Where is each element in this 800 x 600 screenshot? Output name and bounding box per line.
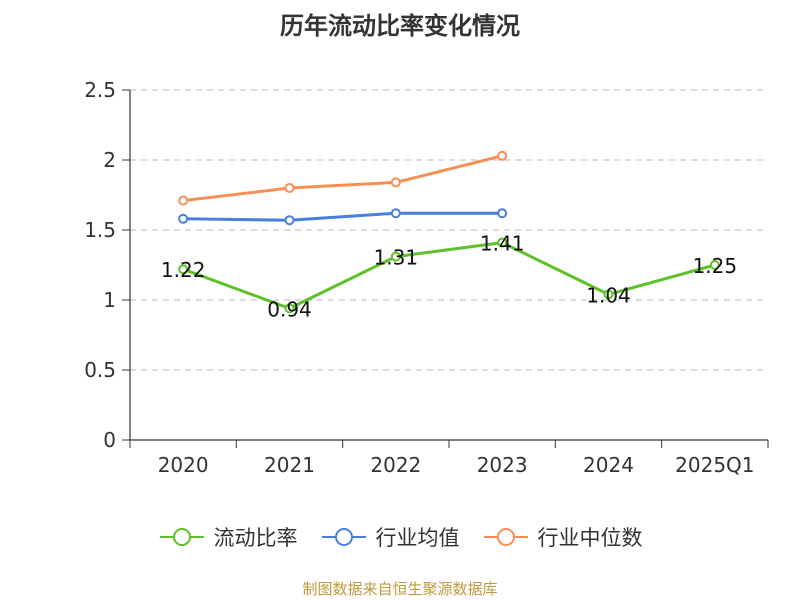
data-point — [284, 183, 295, 193]
y-tick-label: 2 — [103, 148, 116, 172]
data-point — [390, 177, 401, 188]
legend-marker-blue-icon — [321, 528, 366, 546]
y-tick-label: 0 — [103, 428, 116, 452]
legend-item-industry-median[interactable]: 行业中位数 — [482, 522, 643, 552]
series-lines — [178, 150, 720, 314]
data-point — [178, 213, 189, 224]
y-tick-label: 1 — [103, 288, 116, 312]
y-tick-label: 1.5 — [84, 218, 116, 242]
legend-label-current-ratio: 流动比率 — [213, 526, 298, 550]
axes: 0 0.5 1 1.5 2 2.5 2020 2021 2022 2023 2024 2025Q1 — [84, 78, 769, 477]
x-tick-label: 2021 — [264, 453, 315, 477]
data-label: 1.31 — [374, 246, 419, 270]
data-point — [497, 150, 508, 161]
data-point — [178, 264, 189, 275]
x-tick-label: 2025Q1 — [675, 453, 754, 477]
data-point — [497, 237, 508, 248]
data-label: 1.25 — [693, 254, 738, 278]
legend-marker-orange-icon — [483, 528, 528, 546]
data-point — [284, 303, 295, 314]
y-tick-label: 0.5 — [84, 358, 116, 382]
data-point — [603, 289, 614, 300]
x-tick-label: 2022 — [370, 453, 421, 477]
chart-title: 历年流动比率变化情况 — [280, 12, 520, 40]
data-label: 0.94 — [267, 297, 312, 321]
data-point — [709, 260, 720, 270]
data-label: 1.22 — [161, 258, 206, 282]
x-tick-label: 2023 — [477, 453, 528, 477]
data-point — [390, 251, 401, 262]
x-tick-label: 2020 — [158, 453, 209, 477]
y-tick-label: 2.5 — [84, 78, 116, 102]
data-point — [284, 215, 295, 226]
legend-item-industry-mean[interactable]: 行业均值 — [320, 522, 460, 552]
data-point — [497, 208, 508, 219]
legend-label-industry-mean: 行业均值 — [375, 526, 460, 550]
data-point — [390, 208, 401, 219]
data-source-note: 制图数据来自恒生聚源数据库 — [302, 580, 498, 598]
data-point — [178, 195, 189, 206]
grid-lines — [130, 89, 768, 371]
legend: 流动比率 行业均值 行业中位数 — [0, 520, 800, 554]
x-tick-label: 2024 — [583, 453, 634, 477]
legend-marker-green-icon — [159, 528, 204, 546]
data-label: 1.41 — [480, 232, 525, 256]
series-line-2 — [182, 154, 503, 203]
series-line-0 — [182, 241, 716, 310]
legend-item-current-ratio[interactable]: 流动比率 — [158, 522, 298, 552]
legend-label-industry-median: 行业中位数 — [537, 526, 643, 550]
data-label: 1.04 — [586, 283, 631, 307]
series-line-1 — [183, 211, 503, 222]
data-labels: 1.22 0.94 1.31 1.41 1.04 1.25 — [161, 232, 737, 322]
